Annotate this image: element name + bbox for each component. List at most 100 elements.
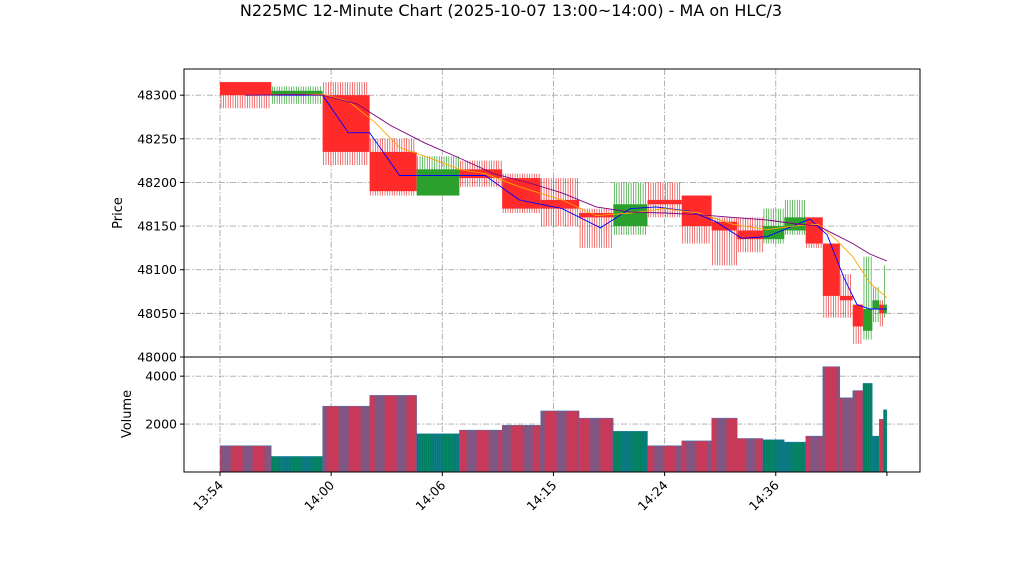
volume-bar-5 <box>481 429 484 473</box>
time-tick-label: 14:15 <box>523 478 559 514</box>
volume-bar-1 <box>317 456 320 473</box>
volume-bar-10 <box>656 445 659 473</box>
volume-bar-4 <box>453 433 457 473</box>
volume-bar-1 <box>277 456 281 473</box>
price-grid <box>184 69 920 357</box>
volume-bar-1 <box>284 456 287 473</box>
volume-bar-1 <box>319 456 323 473</box>
volume-bar-13 <box>739 438 742 473</box>
volume-bar-2 <box>362 405 365 473</box>
volume-bar-4 <box>425 433 428 473</box>
volume-bar-1 <box>312 456 316 473</box>
volume-bar-9 <box>619 431 623 473</box>
volume-bar-2 <box>357 405 361 473</box>
volume-bar-5 <box>496 429 500 473</box>
volume-bar-14 <box>771 439 775 473</box>
volume-bar-9 <box>628 431 632 473</box>
volume-bar-5 <box>490 429 493 473</box>
candle-body-10 <box>647 199 682 205</box>
volume-bar-3 <box>376 395 379 473</box>
volume-bar-17 <box>833 366 837 473</box>
chart-title: N225MC 12-Minute Chart (2025-10-07 13:00… <box>240 1 782 20</box>
volume-bar-6 <box>532 425 536 473</box>
volume-bar-4 <box>456 433 459 473</box>
volume-bar-2 <box>344 405 347 473</box>
volume-bar-9 <box>613 431 616 473</box>
volume-bar-9 <box>637 431 640 473</box>
volume-bar-10 <box>669 445 672 473</box>
volume-bar-8 <box>609 417 613 473</box>
volume-bar-13 <box>745 438 749 473</box>
volume-bar-15 <box>795 441 798 473</box>
volume-bar-4 <box>427 433 431 473</box>
volume-bar-21 <box>874 435 877 473</box>
volume-bar-1 <box>308 456 312 473</box>
volume-bar-6 <box>512 425 516 473</box>
volume-bar-10 <box>667 445 670 473</box>
volume-bar-3 <box>382 395 386 473</box>
volume-bar-5 <box>483 429 486 473</box>
volume-bar-1 <box>273 456 276 473</box>
volume-bar-10 <box>658 445 661 473</box>
volume-bar-7 <box>564 410 568 473</box>
volume-bar-0 <box>230 445 234 473</box>
volume-bar-3 <box>409 395 412 473</box>
price-tick-label: 48150 <box>137 219 177 234</box>
volume-bar-0 <box>246 445 249 473</box>
volume-bar-16 <box>818 435 822 473</box>
volume-bar-0 <box>224 445 227 473</box>
volume-bar-6 <box>501 425 505 473</box>
volume-bar-3 <box>404 395 408 473</box>
volume-bar-8 <box>589 417 593 473</box>
volume-bar-10 <box>660 445 664 473</box>
time-tick-label: 14:00 <box>301 477 337 513</box>
volume-bar-5 <box>498 429 502 473</box>
volume-bar-10 <box>678 445 681 473</box>
volume-bar-6 <box>515 425 518 473</box>
volume-bar-12 <box>722 417 726 473</box>
volume-bar-8 <box>587 417 591 473</box>
volume-bar-10 <box>673 445 677 473</box>
volume-bar-5 <box>472 429 475 473</box>
volume-bar-15 <box>797 441 800 473</box>
volume-bar-9 <box>615 431 618 473</box>
price-tick-label: 48200 <box>137 175 177 190</box>
volume-bar-11 <box>701 440 704 473</box>
volume-bar-14 <box>762 439 766 473</box>
volume-bar-7 <box>547 410 550 473</box>
volume-bar-0 <box>257 445 260 473</box>
price-tick-label: 48000 <box>137 350 177 365</box>
volume-bar-5 <box>459 429 462 473</box>
volume-bar-16 <box>809 435 813 473</box>
volume-bar-5 <box>492 429 495 473</box>
volume-bar-0 <box>244 445 247 473</box>
volume-bar-16 <box>805 435 809 473</box>
volume-bar-15 <box>786 441 789 473</box>
candle-body-3 <box>369 151 417 192</box>
volume-bar-6 <box>526 425 529 473</box>
volume-bar-12 <box>733 417 737 473</box>
candle-body-17 <box>822 243 840 296</box>
volume-bar-1 <box>288 456 292 473</box>
candle-body-18 <box>839 295 853 301</box>
volume-bar-9 <box>630 431 634 473</box>
volume-bar-0 <box>228 445 232 473</box>
volume-bar-3 <box>389 395 392 473</box>
volume-bar-0 <box>241 445 245 473</box>
volume-bar-8 <box>578 417 582 473</box>
volume-bar-8 <box>583 417 586 473</box>
volume-bar-3 <box>400 395 403 473</box>
volume-bar-17 <box>837 366 841 473</box>
volume-bar-6 <box>506 425 509 473</box>
volume-bar-16 <box>816 435 820 473</box>
volume-bar-2 <box>340 405 343 473</box>
volume-bar-10 <box>680 445 682 473</box>
volume-bar-0 <box>233 445 236 473</box>
volume-bar-3 <box>373 395 377 473</box>
volume-bar-3 <box>411 395 414 473</box>
volume-bar-5 <box>485 429 489 473</box>
volume-bar-9 <box>624 431 627 473</box>
volume-bar-14 <box>775 439 779 473</box>
volume-bar-14 <box>769 439 772 473</box>
candle-body-13 <box>737 230 763 240</box>
